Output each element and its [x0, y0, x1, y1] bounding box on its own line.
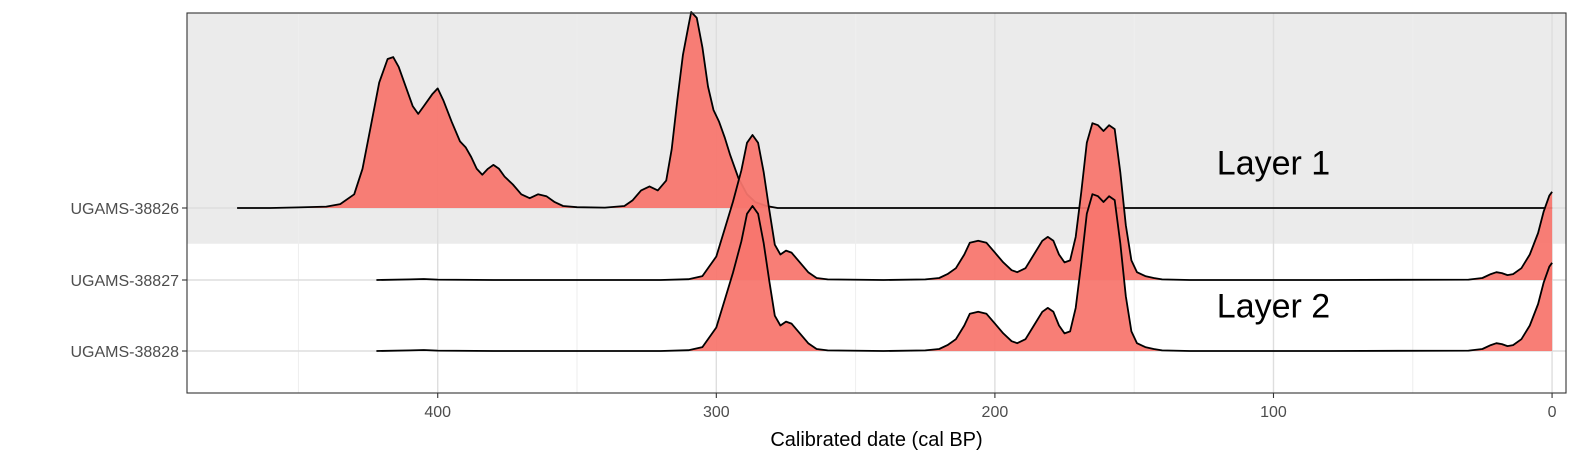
ridge-fill-ugams-38826: [237, 12, 1553, 208]
x-tick-label: 200: [982, 404, 1009, 421]
x-tick-label: 400: [424, 404, 451, 421]
annotation-layer-2: Layer 2: [1217, 288, 1330, 326]
ridge-line-ugams-38828: [376, 193, 1553, 352]
density-ridges: [237, 11, 1553, 352]
panel-border: [186, 12, 1567, 394]
x-tick-label: 0: [1548, 404, 1557, 421]
x-tick-label: 100: [1260, 404, 1287, 421]
y-tick-label: UGAMS-38828: [71, 344, 180, 361]
ridge-line-ugams-38826: [237, 11, 1553, 209]
x-axis-title: Calibrated date (cal BP): [770, 429, 982, 451]
y-axis: UGAMS-38826 UGAMS-38827 UGAMS-38828: [71, 201, 187, 361]
x-tick-label: 300: [703, 404, 730, 421]
x-axis: 400 300 200 100 0: [424, 393, 1557, 421]
y-tick-label: UGAMS-38827: [71, 273, 180, 290]
annotations: Layer 1 Layer 2: [1217, 145, 1330, 326]
y-tick-label: UGAMS-38826: [71, 201, 180, 218]
ridge-line-ugams-38827: [376, 122, 1553, 281]
annotation-layer-1: Layer 1: [1217, 145, 1330, 183]
